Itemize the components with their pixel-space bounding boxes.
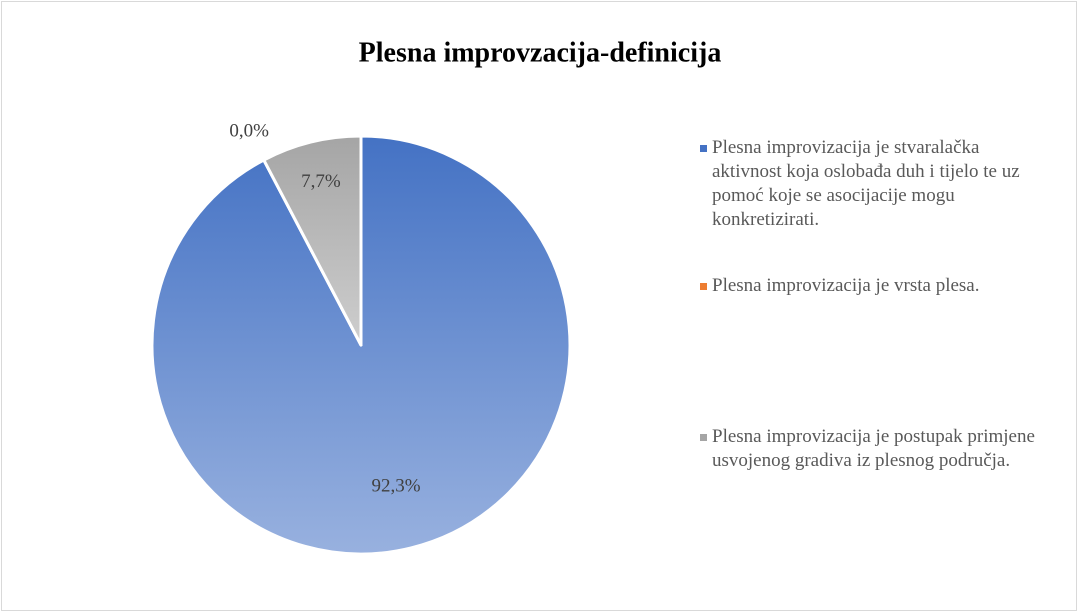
legend-label: Plesna improvizacija je vrsta plesa. — [712, 275, 980, 296]
legend-marker — [700, 434, 707, 441]
data-label: 7,7% — [301, 171, 341, 192]
legend-label: Plesna improvizacija je postupak primjen… — [712, 426, 1035, 471]
pie-slice — [262, 134, 363, 347]
legend-marker — [700, 283, 707, 290]
legend-item: Plesna improvizacija je postupak primjen… — [700, 425, 1052, 473]
chart-title: Plesna improvzacija-definicija — [359, 37, 722, 68]
legend-marker — [700, 145, 707, 152]
legend-label: Plesna improvizacija je stvaralačka akti… — [712, 137, 1020, 230]
data-label: 92,3% — [372, 475, 421, 496]
data-label: 0,0% — [229, 121, 269, 142]
legend-item: Plesna improvizacija je stvaralačka akti… — [700, 136, 1052, 232]
legend-item: Plesna improvizacija je vrsta plesa. — [700, 274, 1052, 298]
